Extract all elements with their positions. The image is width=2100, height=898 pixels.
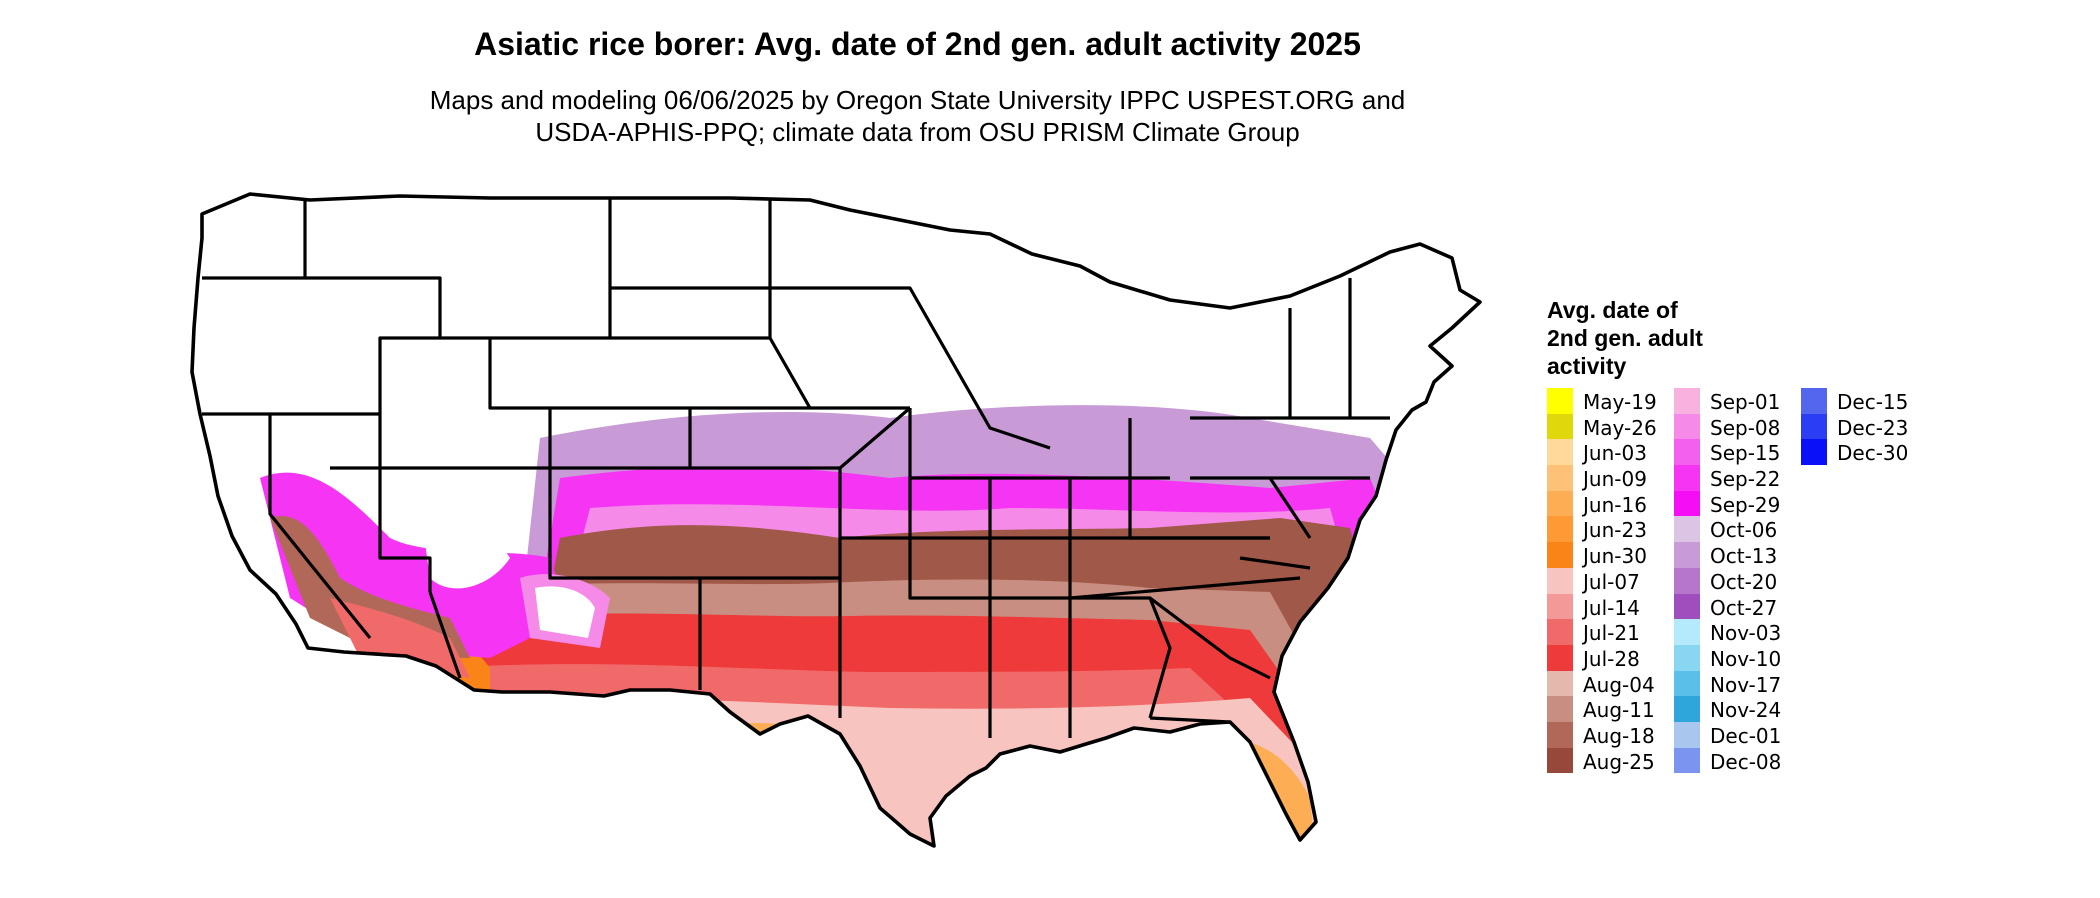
legend-swatch <box>1674 619 1700 645</box>
legend-label: Aug-18 <box>1583 723 1655 748</box>
legend-label: Sep-29 <box>1710 492 1781 517</box>
legend-swatch <box>1674 542 1700 568</box>
legend-label: Sep-22 <box>1710 467 1781 492</box>
legend-label: Aug-04 <box>1583 672 1655 697</box>
legend-label: Nov-10 <box>1710 646 1782 671</box>
legend-swatch <box>1674 439 1700 466</box>
legend-swatch <box>1547 670 1573 697</box>
subtitle-line: USDA-APHIS-PPQ; climate data from OSU PR… <box>535 117 1300 147</box>
legend-swatch <box>1547 567 1573 594</box>
legend-title-line: Avg. date of <box>1547 297 1678 323</box>
legend-label: Dec-15 <box>1837 390 1909 414</box>
legend-label: Jul-07 <box>1583 569 1640 594</box>
legend-swatch <box>1674 413 1700 440</box>
legend-swatch <box>1547 516 1573 543</box>
legend-label: Jun-03 <box>1583 441 1647 466</box>
legend-swatch <box>1801 388 1827 414</box>
legend-label: Dec-23 <box>1837 415 1909 440</box>
legend-label: May-26 <box>1583 415 1657 440</box>
legend-swatch <box>1674 670 1700 697</box>
legend-swatch <box>1547 388 1573 414</box>
legend-label: Jun-09 <box>1583 467 1647 492</box>
legend-label: Jun-30 <box>1583 544 1647 569</box>
zone-jun-florida <box>1220 738 1320 846</box>
legend-swatch <box>1674 721 1700 748</box>
us-degree-day-map <box>190 192 1482 898</box>
legend-label: Sep-15 <box>1710 441 1781 466</box>
state-borders <box>202 198 1390 738</box>
legend-swatch <box>1547 619 1573 645</box>
legend-swatch <box>1547 542 1573 568</box>
legend-label: Nov-17 <box>1710 672 1782 697</box>
legend-label: Jul-14 <box>1583 595 1640 620</box>
legend-title-line: activity <box>1547 353 1627 379</box>
legend-swatch <box>1674 696 1700 722</box>
legend-label: Jun-23 <box>1583 518 1647 543</box>
legend-swatch <box>1674 465 1700 491</box>
legend-swatch <box>1801 439 1827 466</box>
legend-label: Sep-01 <box>1710 390 1781 414</box>
subtitle-line: Maps and modeling 06/06/2025 by Oregon S… <box>429 85 1406 115</box>
map-title: Asiatic rice borer: Avg. date of 2nd gen… <box>474 26 1361 62</box>
legend-swatch <box>1674 516 1700 543</box>
legend-swatch <box>1547 593 1573 620</box>
legend-label: Dec-08 <box>1710 749 1782 774</box>
zone-west-white <box>420 506 510 589</box>
legend-label: May-19 <box>1583 390 1657 414</box>
legend-label: Oct-20 <box>1710 569 1778 594</box>
legend-label: Jul-28 <box>1583 646 1640 671</box>
legend-swatch <box>1674 567 1700 594</box>
legend-swatch <box>1674 593 1700 620</box>
legend-swatch <box>1674 490 1700 517</box>
zone-keys-may <box>1270 868 1330 898</box>
legend-label: Aug-25 <box>1583 749 1655 774</box>
zone-sw-white <box>535 586 595 638</box>
legend-label: Sep-08 <box>1710 415 1781 440</box>
legend-swatch <box>1801 413 1827 440</box>
legend-swatch <box>1547 696 1573 722</box>
legend-label: Dec-30 <box>1837 441 1909 466</box>
legend-swatch <box>1547 644 1573 671</box>
legend-swatch <box>1547 721 1573 748</box>
legend-swatch <box>1547 413 1573 440</box>
legend-swatch <box>1547 490 1573 517</box>
legend-title: Avg. date of 2nd gen. adult activity <box>1547 296 1807 380</box>
legend-label: Aug-11 <box>1583 698 1655 723</box>
legend-label: Jun-16 <box>1583 492 1647 517</box>
legend-label: Nov-03 <box>1710 621 1782 646</box>
legend-title-line: 2nd gen. adult <box>1547 325 1703 351</box>
legend-swatch <box>1674 747 1700 774</box>
legend-swatch <box>1674 388 1700 414</box>
legend-swatch <box>1547 439 1573 466</box>
legend-swatch <box>1547 465 1573 491</box>
map-subtitle: Maps and modeling 06/06/2025 by Oregon S… <box>0 84 1835 148</box>
legend-label: Oct-06 <box>1710 518 1778 543</box>
legend-label: Jul-21 <box>1583 621 1640 646</box>
legend-label: Dec-01 <box>1710 723 1782 748</box>
legend-label: Nov-24 <box>1710 698 1782 723</box>
legend-swatch <box>1547 747 1573 774</box>
zone-west-aug <box>270 516 470 658</box>
legend-swatch <box>1674 644 1700 671</box>
legend-label: Oct-27 <box>1710 595 1778 620</box>
legend-label: Oct-13 <box>1710 544 1778 569</box>
